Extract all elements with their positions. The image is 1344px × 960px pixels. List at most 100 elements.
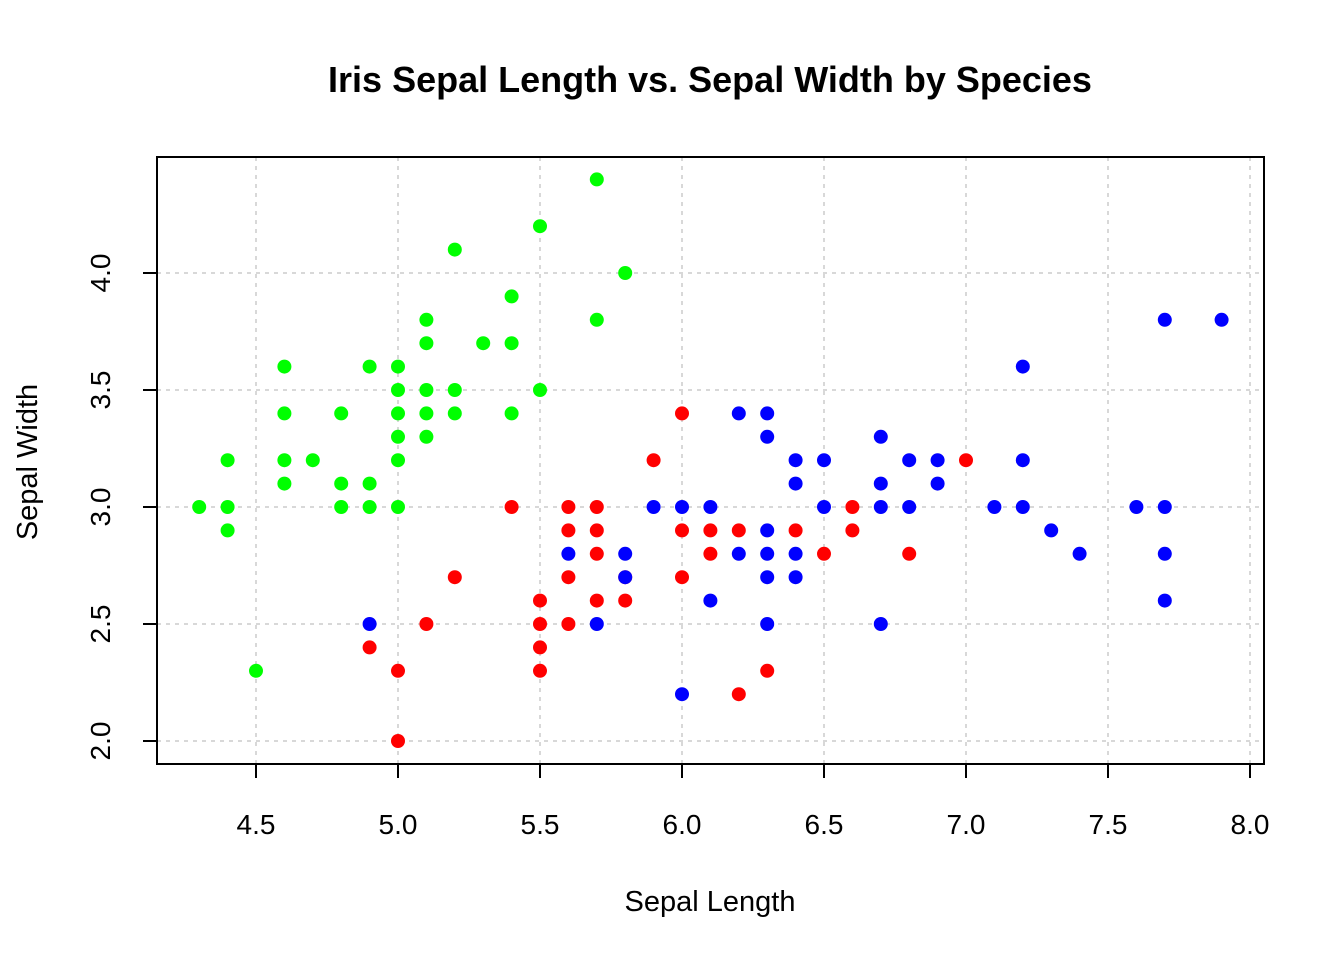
data-point [731,523,746,538]
data-point [362,617,377,631]
data-point [646,500,661,514]
y-tick-label: 3.0 [85,488,116,527]
data-point [362,476,377,491]
data-point [817,500,831,514]
data-point [504,500,519,514]
data-point [873,476,888,491]
data-point [391,500,405,514]
data-point [277,359,292,374]
data-point [192,500,207,514]
data-point [391,429,405,444]
data-point [760,406,775,421]
data-point [277,476,292,491]
data-point [1157,500,1172,514]
data-point [561,617,576,631]
data-point [447,383,462,397]
y-tick-label: 2.5 [85,605,116,644]
data-point [419,617,434,631]
data-point [391,734,405,748]
chart-title: Iris Sepal Length vs. Sepal Width by Spe… [328,59,1092,100]
data-point [1044,523,1059,538]
data-points [192,172,1229,748]
data-point [930,453,945,468]
y-tick-label: 4.0 [85,254,116,293]
data-point [362,359,377,374]
data-point [760,570,775,585]
data-point [618,570,633,585]
data-point [391,383,405,397]
x-axis-label: Sepal Length [625,886,796,918]
data-point [504,406,519,421]
data-point [675,687,689,702]
data-point [902,500,917,514]
data-point [845,500,860,514]
data-point [504,289,519,304]
data-point [589,312,604,327]
data-point [930,476,945,491]
data-point [533,219,547,234]
data-point [1072,546,1087,561]
data-point [362,640,377,655]
data-point [419,429,434,444]
data-point [447,406,462,421]
data-point [987,500,1002,514]
data-point [618,593,633,608]
data-point [391,453,405,468]
data-point [788,546,803,561]
data-point [1157,312,1172,327]
data-point [902,546,917,561]
data-point [391,406,405,421]
data-point [760,546,775,561]
data-point [419,383,434,397]
data-point [902,453,917,468]
data-point [817,453,831,468]
data-point [675,570,689,585]
data-point [731,546,746,561]
data-point [334,406,349,421]
data-point [391,663,405,678]
data-point [419,312,434,327]
data-point [561,570,576,585]
data-point [788,476,803,491]
x-tick-label: 6.0 [663,809,702,840]
x-tick-label: 7.0 [947,809,986,840]
data-point [1015,500,1030,514]
data-point [703,546,718,561]
x-tick-label: 5.5 [521,809,560,840]
data-point [703,523,718,538]
data-point [561,523,576,538]
data-point [533,617,547,631]
data-point [589,546,604,561]
data-point [589,523,604,538]
data-point [589,500,604,514]
data-point [1214,312,1229,327]
grid-lines [157,157,1264,764]
data-point [703,500,718,514]
data-point [533,593,547,608]
data-point [873,500,888,514]
data-point [305,453,320,468]
data-point [1015,453,1030,468]
data-point [1157,546,1172,561]
data-point [561,546,576,561]
data-point [618,546,633,561]
data-point [249,663,263,678]
data-point [873,617,888,631]
data-point [817,546,831,561]
data-point [1015,359,1030,374]
data-point [220,500,235,514]
data-point [675,523,689,538]
y-tick-label: 2.0 [85,722,116,761]
x-tick-label: 8.0 [1231,809,1270,840]
x-axis: 4.5 5.0 5.5 6.0 6.5 7.0 7.5 8.0 [237,763,1270,840]
data-point [419,406,434,421]
data-point [533,640,547,655]
x-tick-label: 6.5 [805,809,844,840]
data-point [1129,500,1144,514]
x-tick-label: 5.0 [379,809,418,840]
data-point [277,453,292,468]
data-point [391,359,405,374]
data-point [675,406,689,421]
y-axis: 2.0 2.5 3.0 3.5 4.0 [85,254,158,761]
